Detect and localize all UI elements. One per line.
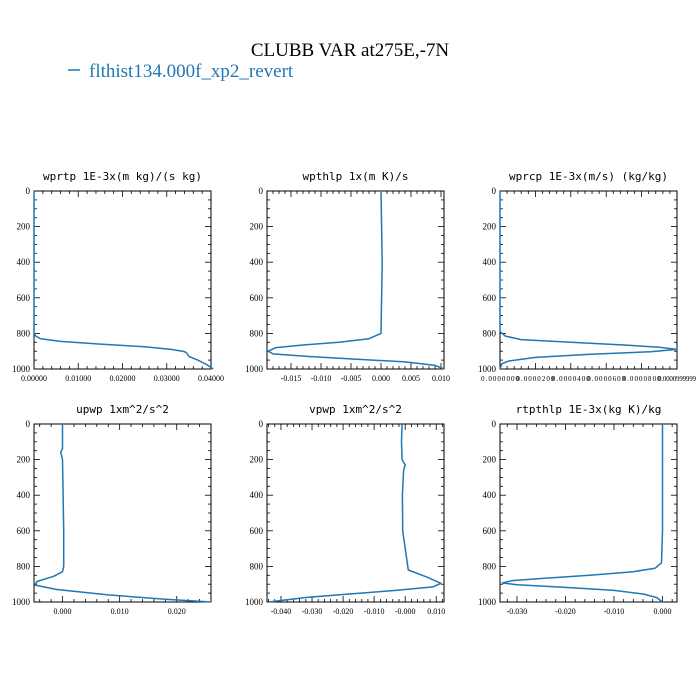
vpwp-series-line [268,423,442,603]
rtpthlp-ytick-label: 400 [483,490,497,500]
rtpthlp-ytick-label: 600 [483,526,497,536]
upwp-ytick-label: 0 [26,419,31,429]
upwp-ytick-label: 1000 [12,597,31,607]
vpwp-ytick-label: 400 [250,490,264,500]
wpthlp-xtick-label: 0.000 [372,374,390,383]
wprtp-ytick-label: 200 [17,222,31,232]
upwp-xtick-label: 0.010 [111,607,129,616]
figure-legend: flthist134.000f_xp2_revert [68,61,294,82]
wprcp-xtick-label: 0.0000400 [552,375,591,383]
upwp-ytick-label: 200 [17,455,31,465]
wprcp-panel-title: wprcp 1E-3x(m/s) (kg/kg) [509,170,668,183]
wprtp-ytick-label: 0 [26,186,31,196]
wprcp-xtick-label: 0.0000600 [587,375,626,383]
vpwp-xtick-label: -0.040 [271,607,292,616]
wpthlp-xtick-label: 0.005 [402,374,420,383]
wpthlp-xtick-label: -0.005 [341,374,362,383]
panel-wpthlp: wpthlp 1x(m K)/s02004006008001000-0.015-… [245,170,450,383]
vpwp-xtick-label: -0.020 [333,607,354,616]
wpthlp-plot-frame [266,190,445,370]
wpthlp-ytick-label: 600 [250,293,264,303]
wpthlp-xtick-label: -0.015 [281,374,302,383]
wprcp-series-line [499,191,678,370]
vpwp-xtick-label: -0.010 [364,607,385,616]
wpthlp-ytick-label: 200 [250,222,264,232]
vpwp-ytick-label: 1000 [245,597,264,607]
wprtp-ytick-label: 600 [17,293,31,303]
upwp-xtick-label: 0.020 [168,607,186,616]
upwp-panel-title: upwp 1xm^2/s^2 [76,403,169,416]
wprcp-xtick-label: 0.0000999999 [658,375,697,383]
wprcp-ytick-label: 0 [492,186,497,196]
rtpthlp-ytick-label: 200 [483,455,497,465]
panel-vpwp: vpwp 1xm^2/s^2 0 200 400 600 800 1000 -0.040 -0.… [245,403,445,616]
wprcp-ytick-label: 400 [483,257,497,267]
wprcp-xtick-label: 0.0000200 [516,375,555,383]
vpwp-ytick-label: 0 [259,419,264,429]
upwp-ytick-label: 800 [17,561,31,571]
upwp-series-line [34,424,212,603]
wpthlp-xtick-label: 0.010 [432,374,450,383]
wpthlp-ytick-label: 1000 [245,364,264,374]
wpthlp-ytick-label: 800 [250,328,264,338]
wprtp-xtick-label: 0.04000 [198,374,224,383]
panel-upwp: upwp 1xm^2/s^2 0 200 400 600 800 1000 0.000 0.01… [12,403,212,616]
vpwp-ytick-label: 800 [250,561,264,571]
legend-label: flthist134.000f_xp2_revert [89,61,294,82]
rtpthlp-ytick-label: 800 [483,561,497,571]
rtpthlp-xtick-label: -0.020 [555,607,576,616]
wprcp-xtick-label: 0.0000800 [623,375,662,383]
wprtp-ytick-label: 1000 [12,364,31,374]
wprcp-ytick-label: 200 [483,222,497,232]
panel-rtpthlp: rtpthlp 1E-3x(kg K)/kg 0 200 400 600 800 1000 -… [478,403,678,616]
wprtp-plot-frame [33,190,212,370]
wpthlp-ytick-label: 400 [250,257,264,267]
vpwp-xtick-label: -0.030 [302,607,323,616]
wprcp-xtick-label: 0.0000000 [481,375,520,383]
panel-wprcp: wprcp 1E-3x(m/s) (kg/kg) 0 200 400 600 800 100… [478,170,697,383]
rtpthlp-panel-title: rtpthlp 1E-3x(kg K)/kg [516,403,662,416]
wprtp-xtick-label: 0.00000 [21,374,47,383]
upwp-xtick-label: 0.000 [54,607,72,616]
vpwp-plot-frame [266,423,445,603]
wprtp-xtick-label: 0.01000 [65,374,91,383]
wprtp-ytick-label: 800 [17,328,31,338]
rtpthlp-xtick-label: -0.010 [604,607,625,616]
vpwp-xtick-label: 0.010 [427,607,445,616]
vpwp-ytick-label: 600 [250,526,264,536]
wpthlp-ytick-label: 0 [259,186,264,196]
wprtp-series-line [33,191,214,370]
wpthlp-panel-title: wpthlp 1x(m K)/s [303,170,409,183]
panel-wprtp: wprtp 1E-3x(m kg)/(s kg) 0 200 400 600 800 100… [12,170,224,383]
upwp-ytick-label: 400 [17,490,31,500]
panel-grid: wprtp 1E-3x(m kg)/(s kg) 0 200 400 600 800 100… [12,170,697,616]
vpwp-xtick-label: -0.000 [395,607,416,616]
vpwp-ytick-label: 200 [250,455,264,465]
wprtp-xtick-label: 0.03000 [154,374,180,383]
vpwp-panel-title: vpwp 1xm^2/s^2 [309,403,402,416]
wprcp-ytick-label: 800 [483,328,497,338]
upwp-plot-frame [33,423,212,603]
rtpthlp-series-line [501,424,664,603]
wprtp-xtick-label: 0.02000 [110,374,136,383]
wprtp-panel-title: wprtp 1E-3x(m kg)/(s kg) [43,170,202,183]
upwp-ytick-label: 600 [17,526,31,536]
wprcp-plot-frame [499,190,678,370]
wpthlp-series-line [267,190,445,370]
figure-title: CLUBB VAR at275E,-7N [251,40,450,61]
rtpthlp-ytick-label: 0 [492,419,497,429]
wprcp-ytick-label: 1000 [478,364,497,374]
rtpthlp-xtick-label: 0.000 [653,607,671,616]
wpthlp-xtick-label: -0.010 [311,374,332,383]
rtpthlp-ytick-label: 1000 [478,597,497,607]
wprtp-ytick-label: 400 [17,257,31,267]
rtpthlp-xtick-label: -0.030 [507,607,528,616]
wprcp-ytick-label: 600 [483,293,497,303]
